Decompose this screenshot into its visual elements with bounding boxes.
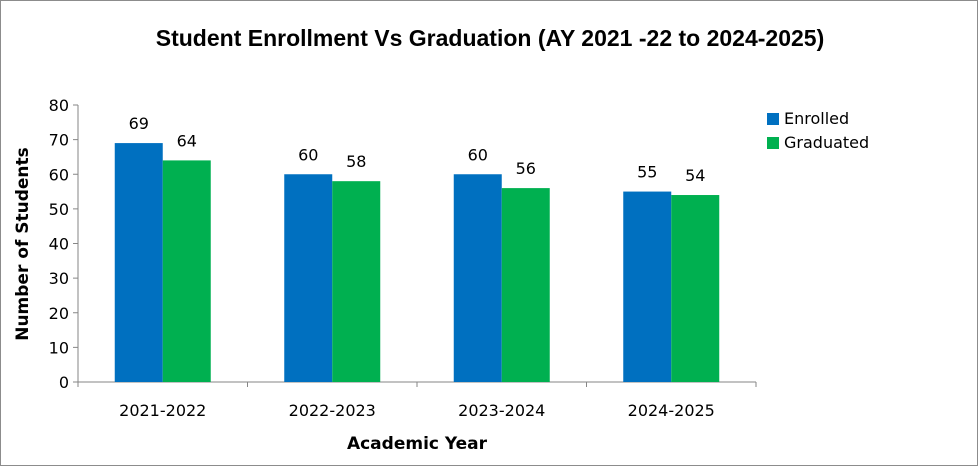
bar-graduated [162, 160, 211, 382]
legend: Enrolled Graduated [767, 109, 869, 152]
y-axis-title: Number of Students [13, 147, 33, 341]
y-axis: 0 10 20 30 40 50 60 70 80 [49, 96, 79, 392]
data-label: 55 [637, 163, 657, 182]
legend-swatch-graduated [767, 137, 779, 149]
y-tick-label: 50 [49, 200, 69, 219]
y-tick-label: 0 [59, 373, 69, 392]
bar-enrolled [114, 143, 163, 382]
bar-graduated [501, 188, 550, 382]
data-label: 60 [298, 145, 318, 164]
bar-enrolled [453, 174, 502, 382]
data-label: 64 [177, 131, 197, 150]
data-label: 56 [516, 159, 536, 178]
y-tick-label: 40 [49, 235, 69, 254]
x-tick-label: 2023-2024 [458, 401, 545, 420]
data-label: 54 [685, 166, 705, 185]
x-tick-label: 2022-2023 [289, 401, 376, 420]
bars [114, 143, 720, 382]
x-axis-title: Academic Year [347, 434, 488, 454]
y-tick-label: 60 [49, 165, 69, 184]
x-tick-label: 2024-2025 [628, 401, 715, 420]
data-label: 60 [468, 145, 488, 164]
y-tick-label: 20 [49, 304, 69, 323]
chart-title: Student Enrollment Vs Graduation (AY 202… [156, 25, 825, 51]
x-tick-label: 2021-2022 [119, 401, 206, 420]
data-label: 69 [129, 114, 149, 133]
bar-graduated [671, 195, 720, 382]
legend-swatch-enrolled [767, 113, 779, 125]
legend-label-enrolled: Enrolled [784, 109, 849, 128]
legend-label-graduated: Graduated [784, 133, 869, 152]
x-axis: 2021-2022 2022-2023 2023-2024 2024-2025 [77, 381, 757, 420]
bar-graduated [332, 181, 381, 382]
bar-enrolled [623, 191, 672, 382]
y-tick-label: 70 [49, 131, 69, 150]
y-tick-label: 80 [49, 96, 69, 115]
data-labels: 69 60 60 55 64 58 56 54 [129, 114, 706, 185]
bar-enrolled [284, 174, 333, 382]
y-tick-label: 10 [49, 338, 69, 357]
data-label: 58 [346, 152, 366, 171]
y-tick-label: 30 [49, 269, 69, 288]
